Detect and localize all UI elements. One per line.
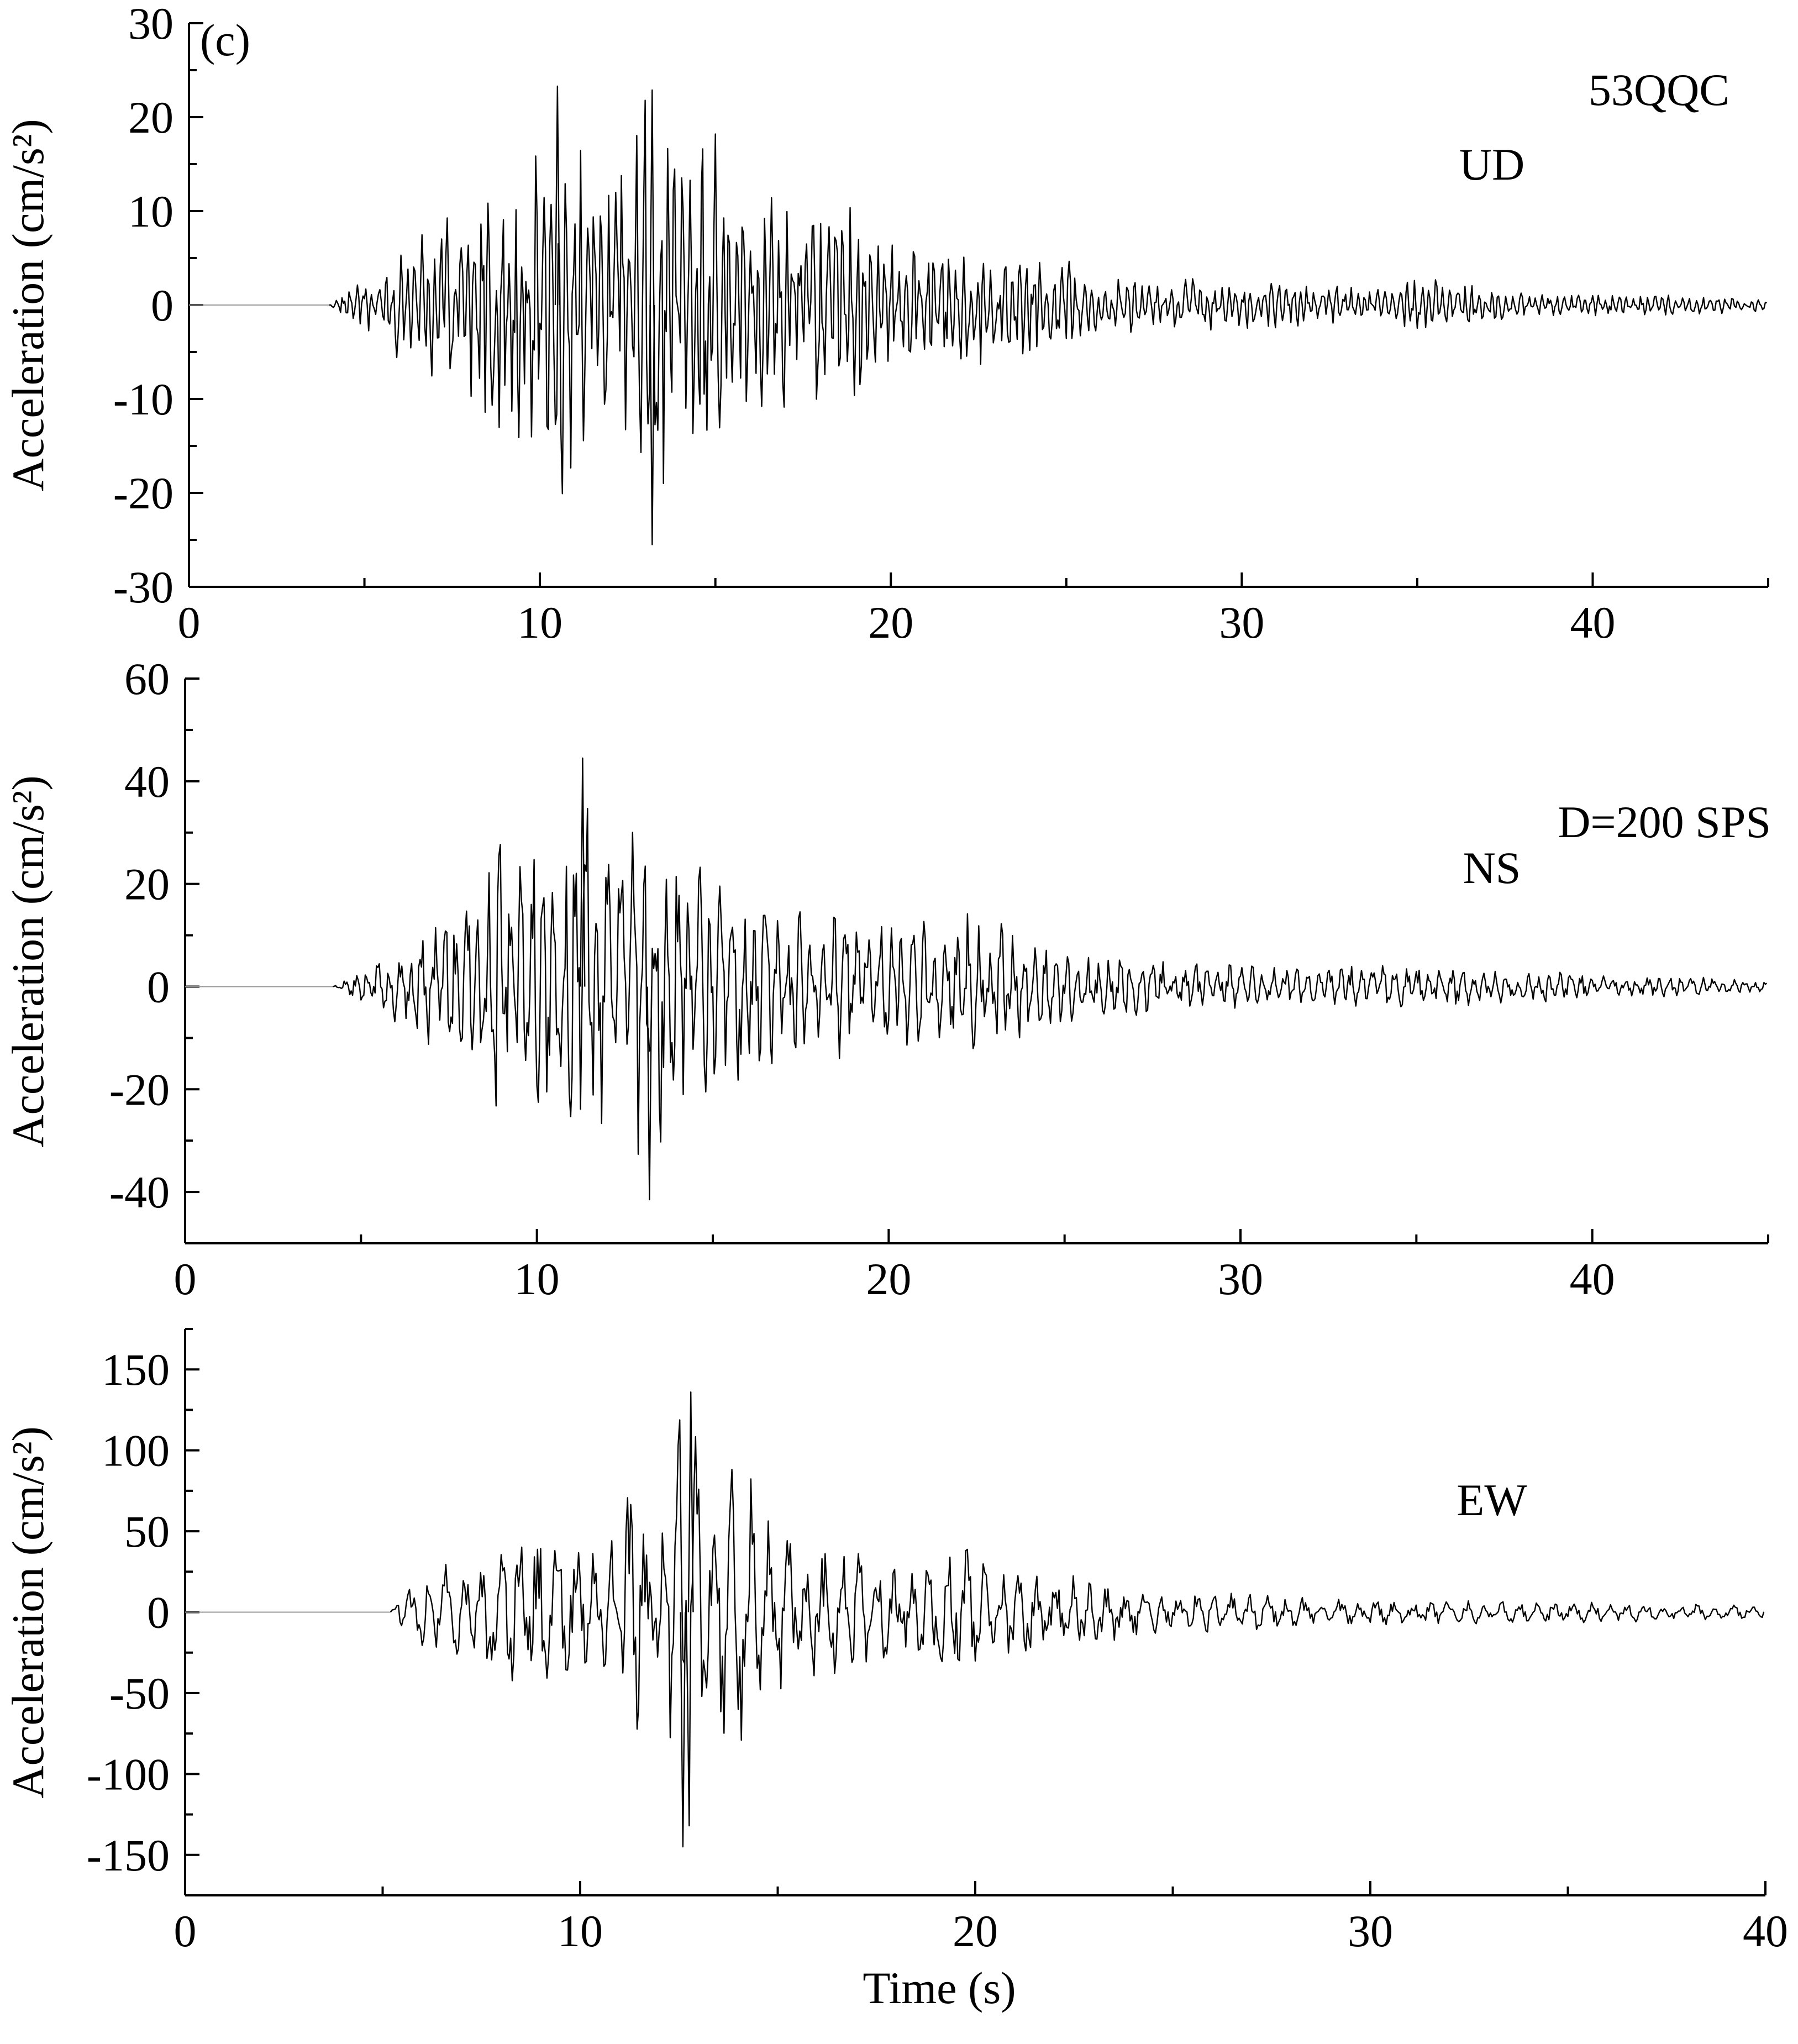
x-tick-label: 0 <box>174 1906 197 1956</box>
y-tick-label: -50 <box>109 1668 170 1719</box>
y-tick-label: -100 <box>87 1749 170 1799</box>
chart-panel-ew: 0 10 20 30 40 -150 -100 -50 0 50 100 150 Acceleratio… <box>3 1328 1788 2013</box>
y-tick-label: -40 <box>109 1167 170 1217</box>
figure-panel-label: (c) <box>200 15 250 65</box>
x-tick-label: 10 <box>514 1254 560 1304</box>
y-tick-label: -30 <box>113 562 174 612</box>
peak-negative-spike <box>680 1612 686 1848</box>
x-tick-label: 10 <box>558 1906 603 1956</box>
y-axis-label: Acceleration (cm/s²) <box>3 775 53 1147</box>
x-tick-label: 30 <box>1348 1906 1393 1956</box>
y-axis-label: Acceleration (cm/s²) <box>3 1426 53 1798</box>
y-tick-label: 20 <box>124 859 170 910</box>
waveform-trace <box>329 89 1767 495</box>
y-tick-label: 40 <box>124 756 170 807</box>
y-tick-label: 100 <box>102 1426 170 1476</box>
y-tick-label: 0 <box>147 961 170 1012</box>
x-tick-label: 40 <box>1743 1906 1788 1956</box>
y-tick-label: 20 <box>128 92 174 143</box>
peak-positive-spike <box>687 1391 694 1612</box>
x-tick-label: 30 <box>1218 1254 1263 1304</box>
x-tick-label: 20 <box>953 1906 998 1956</box>
y-tick-label: -10 <box>113 374 174 424</box>
peak-positive-spike <box>554 85 560 306</box>
y-tick-label: 60 <box>124 654 170 704</box>
waveform-trace <box>390 1419 1765 1827</box>
x-tick-label: 10 <box>517 597 562 648</box>
y-tick-label: -20 <box>113 468 174 518</box>
y-tick-label: -20 <box>109 1064 170 1115</box>
x-tick-label: 0 <box>178 597 201 648</box>
chart-panel-ns: 0 10 20 30 40 -40 -20 0 20 40 60 Acceleration (cm/s… <box>3 654 1769 1304</box>
component-label: NS <box>1463 843 1521 893</box>
x-axis-label: Time (s) <box>863 1963 1016 2013</box>
y-axis-label: Acceleration (cm/s²) <box>3 119 53 491</box>
x-tick-label: 30 <box>1219 597 1264 648</box>
waveform-trace <box>333 808 1768 1155</box>
component-label: UD <box>1459 139 1524 190</box>
y-tick-label: -150 <box>87 1830 170 1880</box>
peak-negative-spike <box>646 986 653 1201</box>
x-tick-label: 0 <box>174 1254 197 1304</box>
x-tick-label: 20 <box>868 597 913 648</box>
component-label: EW <box>1457 1475 1527 1525</box>
x-tick-label: 40 <box>1570 1254 1615 1304</box>
y-tick-label: 0 <box>147 1588 170 1638</box>
y-tick-label: 30 <box>128 0 174 49</box>
peak-positive-spike <box>580 757 586 987</box>
y-tick-label: 0 <box>151 280 174 330</box>
x-tick-label: 40 <box>1570 597 1615 648</box>
sampling-rate-note: D=200 SPS <box>1558 797 1771 847</box>
chart-panel-ud: 0 10 20 30 40 -30 -20 -10 0 10 20 30 Acceleration (c… <box>3 0 1769 648</box>
y-tick-label: 50 <box>124 1506 170 1557</box>
station-name: 53QQC <box>1589 65 1729 115</box>
peak-negative-spike <box>649 304 655 545</box>
y-tick-label: 10 <box>128 186 174 237</box>
y-tick-label: 150 <box>102 1344 170 1395</box>
x-tick-label: 20 <box>866 1254 911 1304</box>
